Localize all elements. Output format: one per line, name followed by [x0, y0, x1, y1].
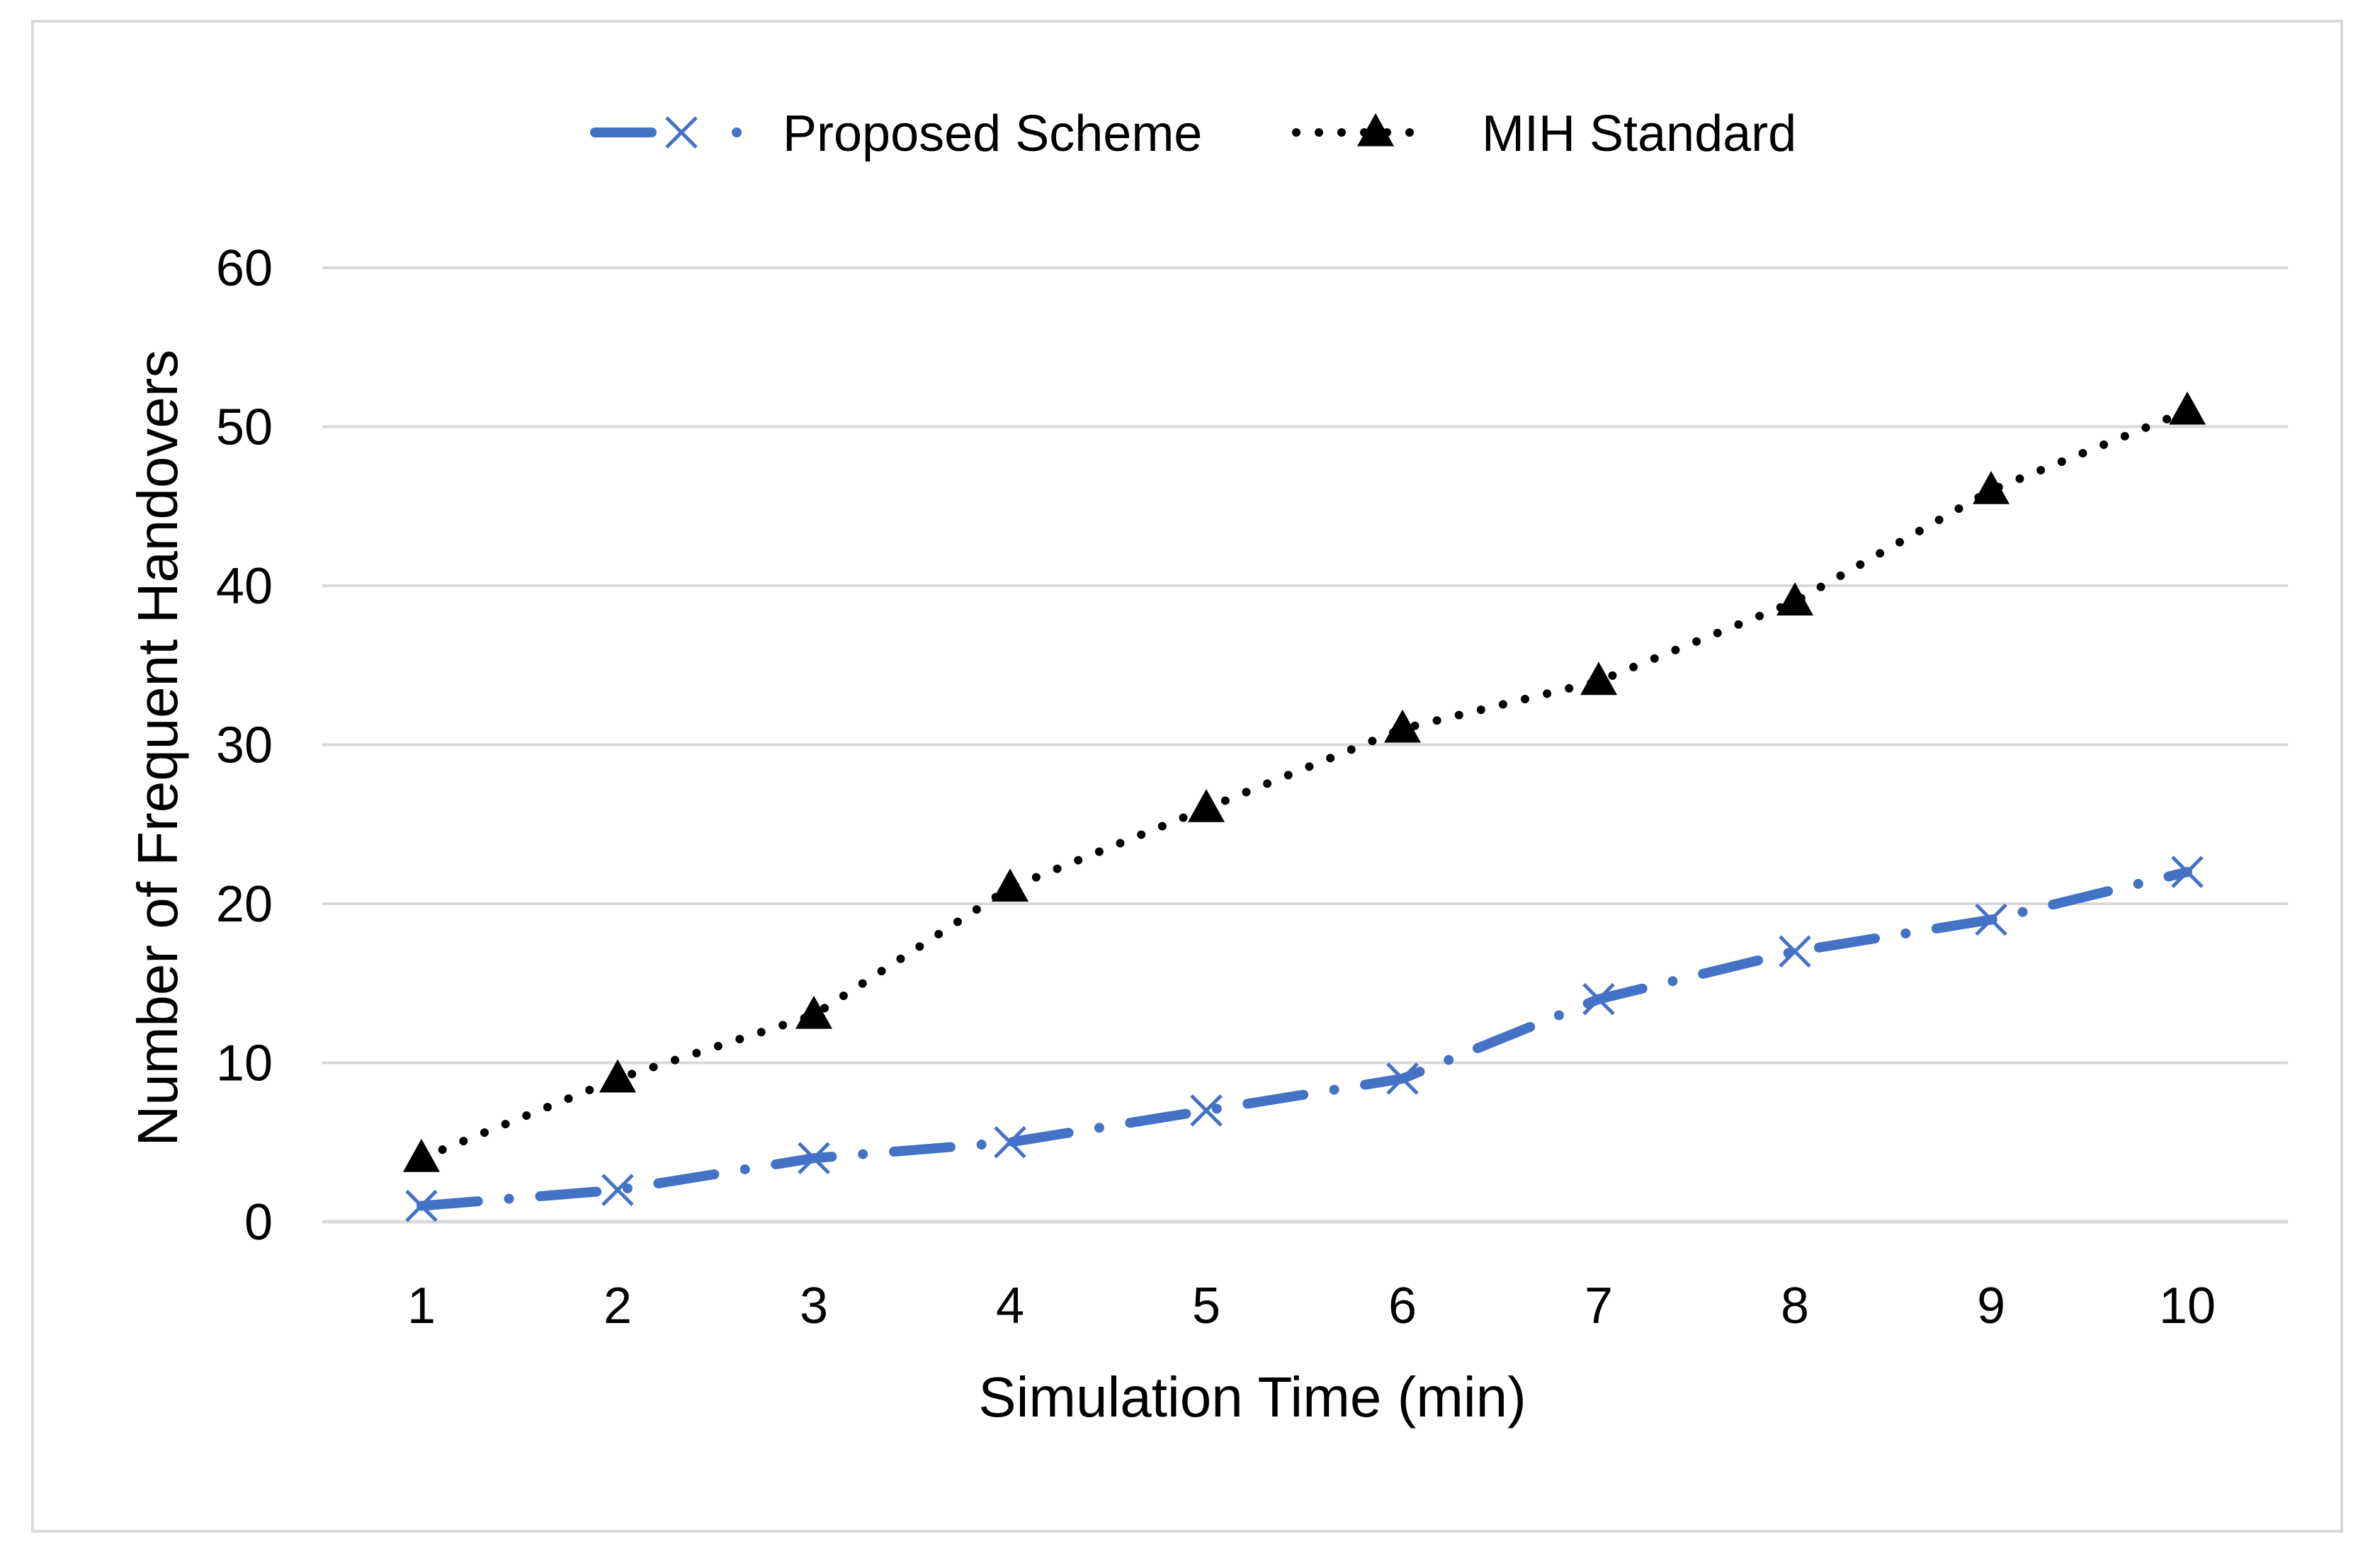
- x-marker: [1386, 1062, 1419, 1095]
- legend-item-proposed-scheme: Proposed Scheme: [590, 106, 1202, 162]
- axes: 0 10 20 30 40 50 60 1 2 3 4 5 6 7 8 9 10: [216, 240, 2216, 1334]
- x-marker: [1975, 903, 2007, 936]
- x-tick-label: 3: [800, 1278, 828, 1334]
- legend-label: Proposed Scheme: [783, 106, 1202, 162]
- x-tick-label: 2: [604, 1278, 632, 1334]
- series-lines: [403, 391, 2206, 1222]
- x-axis-title: Simulation Time (min): [978, 1366, 1526, 1429]
- y-axis-title: Number of Frequent Handovers: [126, 350, 189, 1147]
- series-line: [417, 407, 2192, 1163]
- x-tick-label: 5: [1192, 1278, 1220, 1334]
- legend-label: MIH Standard: [1482, 106, 1796, 162]
- y-tick-label: 30: [216, 717, 273, 774]
- x-marker: [798, 1142, 830, 1174]
- y-tick-label: 50: [216, 399, 273, 456]
- x-marker: [2171, 856, 2204, 888]
- triangle-marker: [2169, 391, 2206, 425]
- x-tick-label: 8: [1781, 1278, 1809, 1334]
- legend-item-mih-standard: MIH Standard: [1292, 106, 1796, 162]
- legend: Proposed Scheme MIH Standard: [590, 106, 1796, 162]
- x-tick-label: 9: [1977, 1278, 2005, 1334]
- x-marker: [1582, 982, 1615, 1016]
- chart-frame: [31, 20, 2343, 1533]
- triangle-marker: [1580, 662, 1617, 696]
- y-tick-label: 40: [216, 558, 273, 615]
- triangle-marker: [795, 995, 832, 1029]
- gridlines: [322, 266, 2288, 1224]
- x-marker: [405, 1189, 438, 1222]
- series-line: [416, 867, 2192, 1211]
- x-tick-label: 10: [2159, 1278, 2216, 1334]
- triangle-marker: [1357, 113, 1394, 147]
- triangle-marker: [1188, 789, 1225, 822]
- x-marker: [601, 1174, 634, 1206]
- x-marker: [665, 116, 698, 149]
- x-tick-label: 4: [996, 1278, 1024, 1334]
- x-marker: [1190, 1094, 1223, 1127]
- x-tick-label: 1: [407, 1278, 436, 1334]
- series-mih-standard: [403, 391, 2206, 1172]
- triangle-marker: [992, 868, 1028, 902]
- x-marker: [994, 1125, 1026, 1159]
- y-tick-label: 0: [244, 1194, 273, 1251]
- triangle-marker: [1973, 471, 2010, 504]
- y-tick-label: 60: [216, 240, 273, 297]
- triangle-marker: [1776, 582, 1813, 615]
- y-tick-label: 10: [216, 1035, 273, 1092]
- x-tick-label: 7: [1585, 1278, 1613, 1334]
- legend-swatch-dot: [732, 127, 742, 137]
- x-tick-label: 6: [1388, 1278, 1417, 1334]
- x-marker: [1779, 935, 1811, 968]
- triangle-marker: [403, 1138, 440, 1172]
- series-proposed-scheme: [405, 856, 2204, 1222]
- triangle-marker: [1384, 709, 1421, 743]
- triangle-marker: [599, 1059, 636, 1093]
- y-tick-label: 20: [216, 876, 273, 933]
